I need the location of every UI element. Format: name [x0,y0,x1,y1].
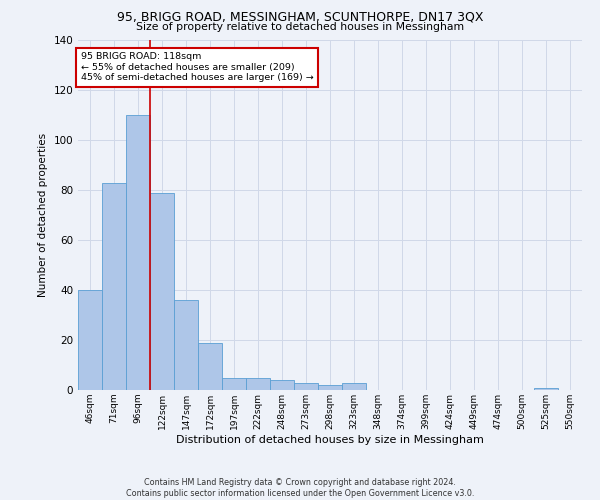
Bar [294,382,318,390]
Bar [102,182,126,390]
Text: 95, BRIGG ROAD, MESSINGHAM, SCUNTHORPE, DN17 3QX: 95, BRIGG ROAD, MESSINGHAM, SCUNTHORPE, … [117,11,483,24]
Bar [174,300,198,390]
Bar [126,115,150,390]
Bar [534,388,558,390]
Bar [78,290,102,390]
Bar [318,385,342,390]
Text: Size of property relative to detached houses in Messingham: Size of property relative to detached ho… [136,22,464,32]
Text: Contains HM Land Registry data © Crown copyright and database right 2024.
Contai: Contains HM Land Registry data © Crown c… [126,478,474,498]
Bar [342,382,366,390]
Text: 95 BRIGG ROAD: 118sqm
← 55% of detached houses are smaller (209)
45% of semi-det: 95 BRIGG ROAD: 118sqm ← 55% of detached … [80,52,313,82]
Bar [222,378,246,390]
Y-axis label: Number of detached properties: Number of detached properties [38,133,48,297]
Bar [270,380,294,390]
Bar [198,342,222,390]
Bar [150,192,174,390]
Bar [246,378,270,390]
X-axis label: Distribution of detached houses by size in Messingham: Distribution of detached houses by size … [176,434,484,444]
